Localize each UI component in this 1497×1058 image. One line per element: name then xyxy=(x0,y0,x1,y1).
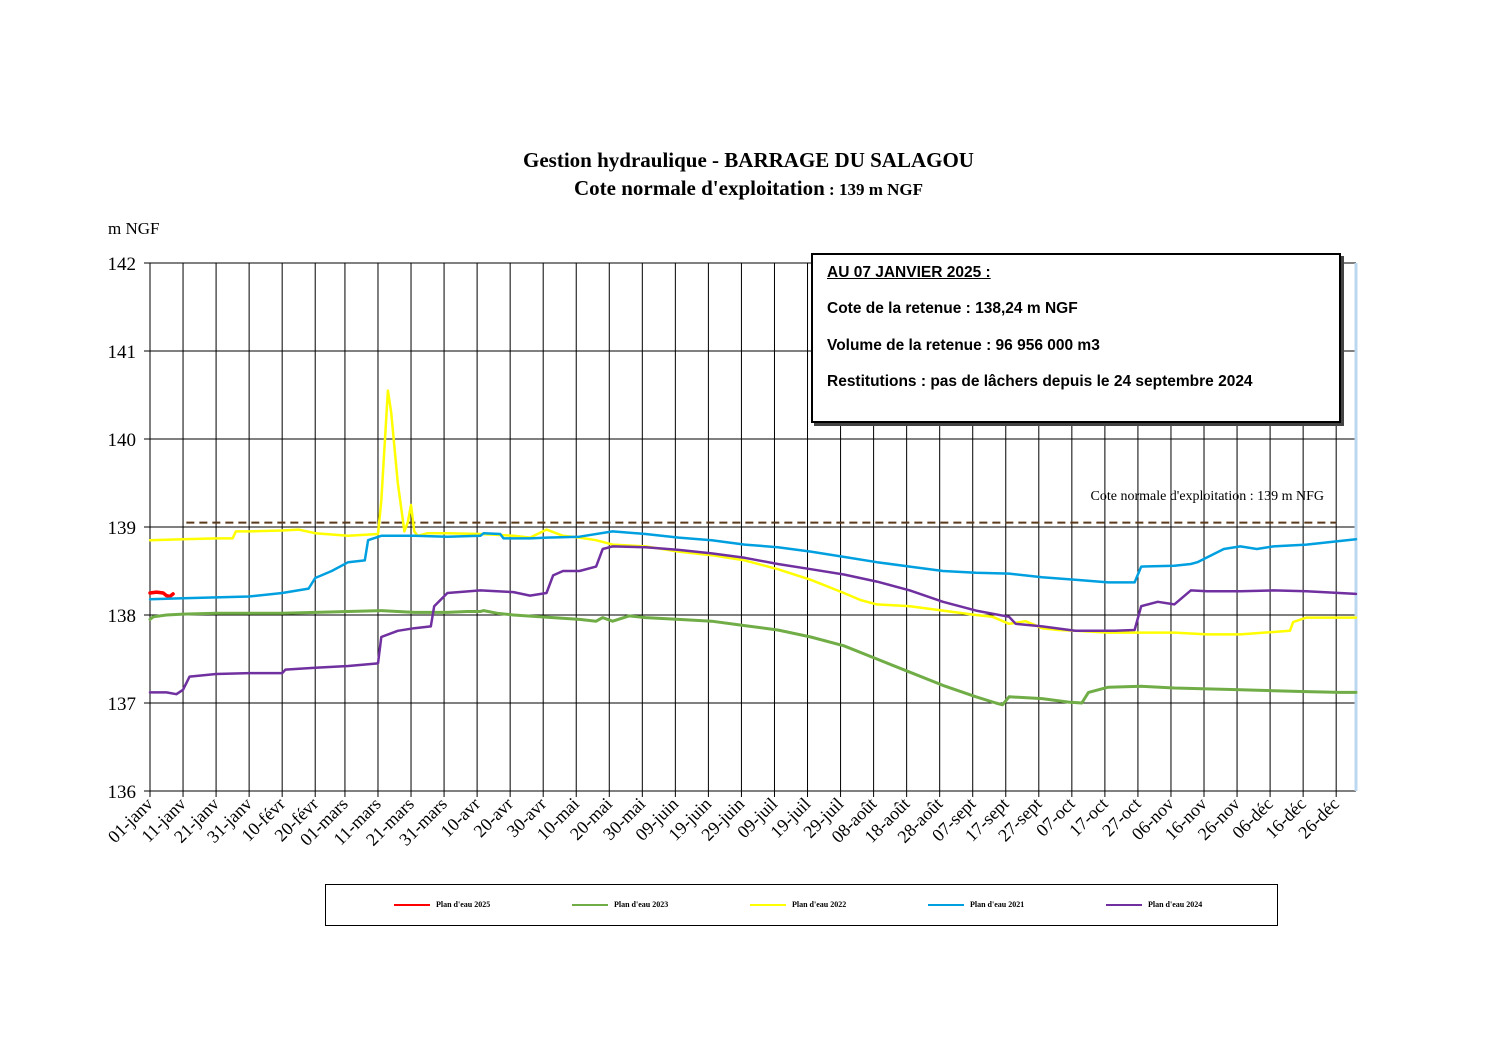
legend-item: Plan d'eau 2023 xyxy=(572,900,668,909)
legend-swatch xyxy=(394,903,430,906)
reference-line-label: Cote normale d'exploitation : 139 m NFG xyxy=(1091,489,1325,504)
y-tick-label: 141 xyxy=(108,342,137,363)
legend-item: Plan d'eau 2025 xyxy=(394,900,490,909)
series-line-3 xyxy=(148,530,1358,601)
y-tick-label: 140 xyxy=(108,430,137,451)
legend-swatch xyxy=(750,903,786,906)
chart-title: Gestion hydraulique - BARRAGE DU SALAGOU xyxy=(523,148,974,172)
series-line-1 xyxy=(148,609,1358,707)
chart-subtitle: Cote normale d'exploitation : 139 m NGF xyxy=(0,176,1497,201)
legend-item: Plan d'eau 2022 xyxy=(750,900,846,909)
y-tick-label: 138 xyxy=(108,606,137,627)
series-line-2 xyxy=(148,389,1358,636)
y-tick-label: 137 xyxy=(108,694,137,715)
y-tick-label: 136 xyxy=(108,782,137,803)
legend-label: Plan d'eau 2023 xyxy=(614,900,669,909)
legend-swatch xyxy=(1106,903,1142,906)
y-axis-label: m NGF xyxy=(108,219,159,238)
legend-label: Plan d'eau 2024 xyxy=(1148,900,1203,909)
legend-item: Plan d'eau 2024 xyxy=(1106,900,1202,909)
legend-item: Plan d'eau 2021 xyxy=(928,900,1024,909)
info-cote: Cote de la retenue : 138,24 m NGF xyxy=(827,300,1078,317)
subtitle-suffix: : 139 m NGF xyxy=(824,180,924,199)
subtitle-main: Cote normale d'exploitation xyxy=(573,176,825,200)
legend-swatch xyxy=(928,903,964,906)
y-tick-label: 139 xyxy=(108,518,137,539)
legend-label: Plan d'eau 2022 xyxy=(792,900,847,909)
legend-label: Plan d'eau 2021 xyxy=(970,900,1025,909)
legend-label: Plan d'eau 2025 xyxy=(436,900,491,909)
info-restitutions: Restitutions : pas de lâchers depuis le … xyxy=(827,373,1253,390)
y-tick-label: 142 xyxy=(108,254,137,275)
chart-legend: Plan d'eau 2025 Plan d'eau 2023 Plan d'eau… xyxy=(325,884,1278,926)
series-line-4 xyxy=(148,545,1358,696)
legend-swatch xyxy=(572,903,608,906)
series-line-0 xyxy=(148,590,175,599)
info-volume: Volume de la retenue : 96 956 000 m3 xyxy=(827,337,1100,354)
info-heading: AU 07 JANVIER 2025 : xyxy=(827,264,991,281)
status-info-box: AU 07 JANVIER 2025 : Cote de la retenue … xyxy=(811,253,1341,423)
